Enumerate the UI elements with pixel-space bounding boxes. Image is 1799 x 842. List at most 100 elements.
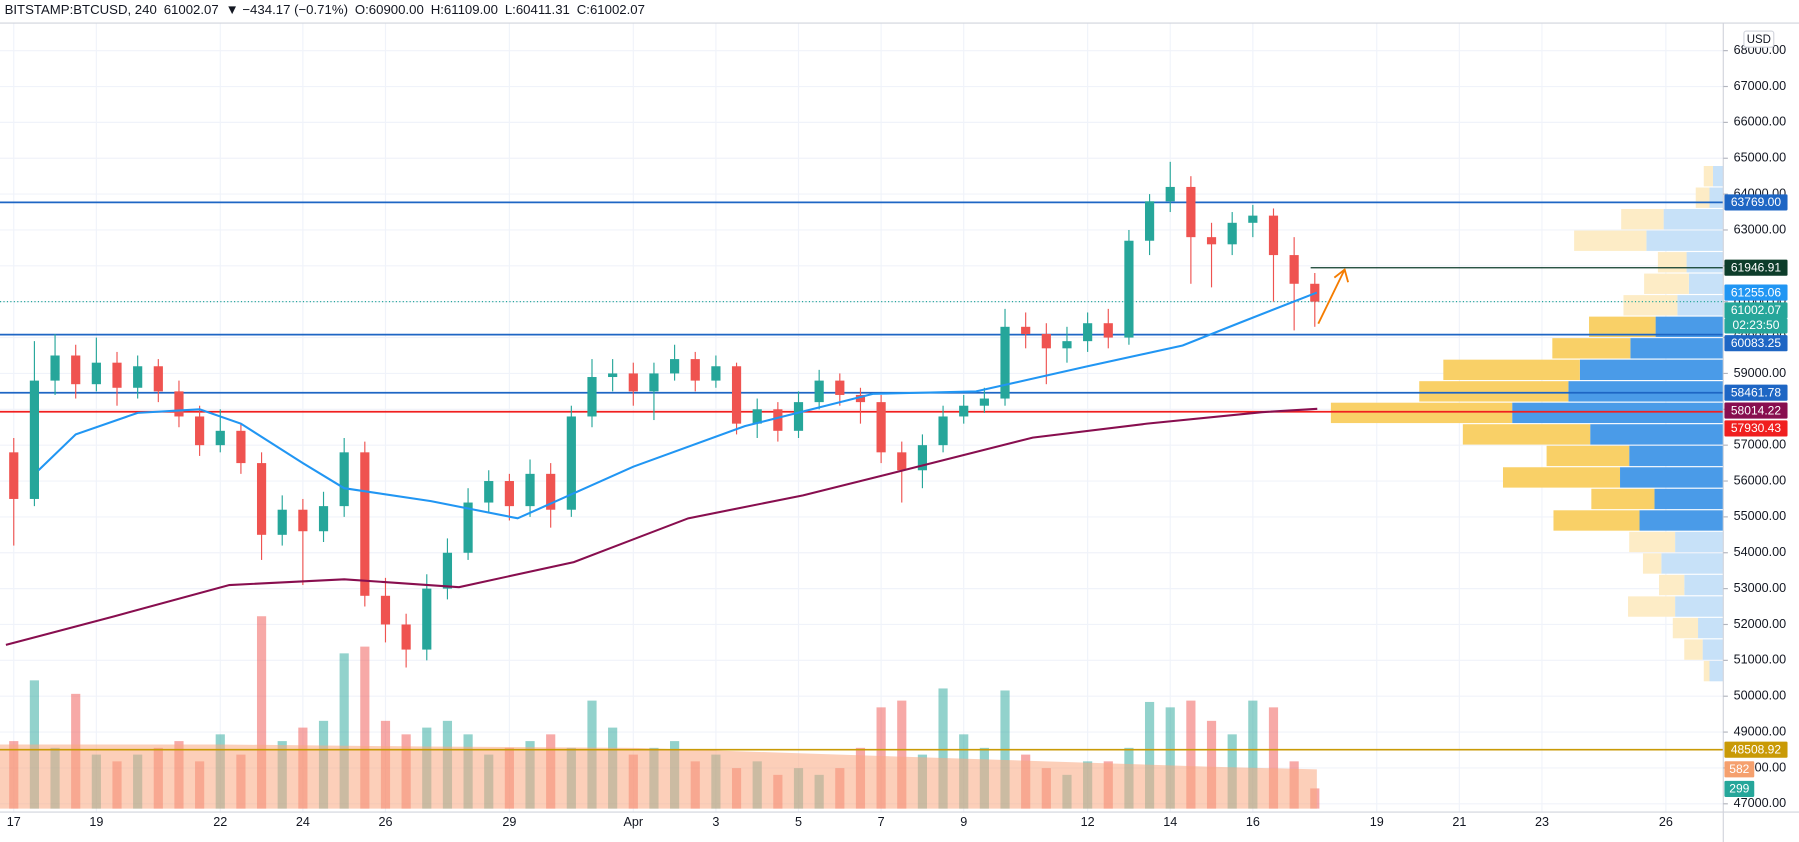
candle-body (938, 416, 948, 446)
x-tick-label: 3 (712, 815, 719, 829)
candle-body (917, 445, 928, 471)
x-tick-label: 26 (1659, 815, 1673, 829)
candle-body (1083, 323, 1093, 342)
candle-body (649, 373, 659, 392)
candle-body (1206, 237, 1217, 245)
candle-body (484, 481, 494, 503)
profile-down (1443, 359, 1580, 381)
axis-tag-label: 61002.07 (1731, 303, 1782, 317)
candle-body (814, 380, 824, 403)
price-lines (0, 201, 1724, 751)
candle-body (1248, 215, 1258, 223)
profile-down (1695, 187, 1710, 208)
y-tick-label: 57000.00 (1734, 437, 1787, 451)
candle-body (566, 416, 576, 510)
y-tick-label: 59000.00 (1734, 366, 1787, 380)
volume-bar (256, 616, 267, 809)
candle-body (959, 405, 969, 417)
moving-average (5, 407, 1318, 646)
volume-ma-area (0, 744, 1317, 809)
candle-body (133, 366, 143, 388)
axis-tag-label: 63769.00 (1731, 195, 1782, 209)
axis-tag-label: 58014.22 (1731, 403, 1782, 417)
profile-up (1568, 381, 1724, 402)
profile-down (1462, 424, 1591, 445)
x-tick-label: 12 (1081, 815, 1095, 829)
profile-up (1579, 359, 1724, 381)
x-tick-label: 19 (1370, 815, 1384, 829)
profile-down (1589, 316, 1656, 337)
candle-body (380, 595, 391, 625)
countdown-tag (1724, 318, 1788, 334)
profile-up (1709, 660, 1724, 682)
profile-up (1675, 596, 1724, 617)
profile-down (1621, 209, 1664, 230)
candle-body (277, 509, 287, 535)
candle-body (50, 355, 60, 381)
candle-body (876, 402, 886, 453)
profile-up (1663, 209, 1724, 230)
candle-body (298, 509, 308, 532)
countdown: 02:23:50 (1733, 318, 1780, 332)
candle-body (9, 452, 19, 499)
candle-body (1124, 240, 1134, 338)
currency: USD (1747, 34, 1771, 46)
profile-down (1574, 230, 1647, 251)
profile-down (1684, 639, 1703, 660)
candle-body (1144, 201, 1155, 241)
x-tick-label: 24 (296, 815, 310, 829)
profile-up (1686, 252, 1724, 273)
x-tick-label: 14 (1163, 815, 1177, 829)
candle-body (1165, 186, 1175, 202)
volume-bar (897, 700, 907, 809)
axis-tags: 63769.00 61946.91 61255.06 61002.0702:23:50… (1724, 194, 1788, 797)
y-tick-label: 49000.00 (1734, 724, 1787, 738)
profile-down (1591, 488, 1655, 510)
candle-body (1186, 186, 1196, 238)
profile-up (1684, 574, 1724, 596)
x-tick-label: 21 (1452, 815, 1466, 829)
candle-body (71, 355, 81, 385)
profile-up (1629, 445, 1724, 467)
profile-up (1702, 639, 1724, 660)
header-text: 61002.07 (164, 2, 219, 17)
axis-tag-label: 61946.91 (1731, 260, 1782, 274)
x-tick-label: 23 (1535, 815, 1549, 829)
axis-tag-label: 61255.06 (1731, 285, 1782, 299)
x-tick-label: 9 (960, 815, 967, 829)
candle-body (1041, 333, 1051, 349)
x-tick-label: 22 (213, 815, 227, 829)
candle-body (153, 366, 163, 392)
profile-down (1672, 617, 1699, 639)
drawing-arrow (1317, 269, 1346, 325)
y-tick-label: 67000.00 (1734, 79, 1787, 93)
header-text: H:61109.00 (431, 2, 498, 17)
header: BITSTAMP:BTCUSD, 240 61002.07 ▼ −434.17 (−… (5, 2, 645, 17)
volume-bar (1206, 720, 1217, 809)
candle-body (1062, 341, 1072, 349)
y-tick-label: 65000.00 (1734, 151, 1787, 165)
candle-body (670, 359, 680, 374)
volume-tag (1724, 780, 1755, 797)
candle-body (773, 409, 783, 431)
candle-body (525, 473, 535, 507)
candle-body (215, 430, 225, 446)
candle-body (835, 380, 845, 395)
profile-up (1698, 617, 1724, 639)
header-text: ▼ −434.17 (−0.71%) (226, 2, 348, 17)
x-tick-label: 17 (7, 815, 21, 829)
candle-body (236, 430, 246, 464)
volume-bar (360, 646, 370, 809)
axis-tag (1724, 259, 1788, 276)
header-text: O:60900.00 (355, 2, 424, 17)
profile-down (1553, 510, 1640, 531)
volume-tag-label: 299 (1729, 782, 1749, 796)
profile-up (1590, 424, 1724, 445)
axis-tag (1724, 420, 1788, 437)
y-tick-label: 50000.00 (1734, 689, 1787, 703)
candle-body (752, 409, 762, 424)
profile-up (1675, 531, 1724, 553)
candles (9, 161, 1320, 668)
